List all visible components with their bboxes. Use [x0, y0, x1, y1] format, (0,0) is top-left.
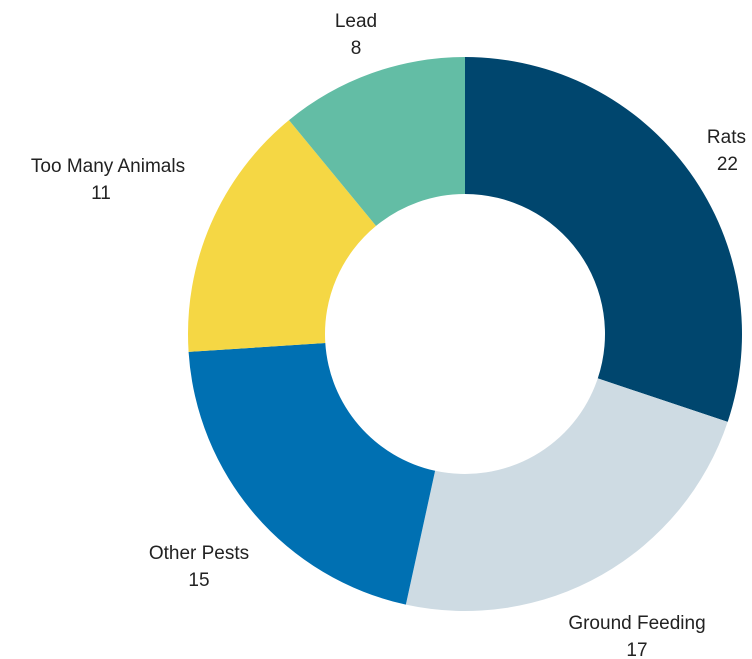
slice-label-other-pests: Other Pests [149, 543, 249, 564]
donut-slice-lead [288, 57, 465, 226]
slice-label-rats: Rats [707, 127, 746, 148]
slice-label-group-rats: Rats 22 [707, 127, 746, 175]
slice-label-group-other-pests: Other Pests 15 [149, 543, 249, 591]
donut-slice-too-many-animals [188, 120, 377, 352]
slice-value-ground-feeding: 17 [626, 640, 647, 659]
slice-value-too-many-animals: 11 [91, 183, 111, 204]
slice-value-lead: 8 [351, 38, 362, 59]
donut-slice-rats [465, 57, 742, 422]
slice-label-ground-feeding: Ground Feeding [568, 613, 705, 634]
slice-label-too-many-animals: Too Many Animals [31, 156, 185, 177]
slice-value-rats: 22 [717, 154, 738, 175]
donut-slice-ground-feeding [405, 378, 728, 611]
donut-slice-other-pests [188, 343, 436, 605]
slice-label-group-ground-feeding: Ground Feeding 17 [568, 613, 705, 659]
donut-slices [188, 57, 742, 611]
slice-value-other-pests: 15 [188, 570, 209, 591]
slice-label-group-too-many-animals: Too Many Animals 11 [31, 156, 185, 204]
slice-label-group-lead: Lead 8 [335, 11, 377, 59]
slice-label-lead: Lead [335, 11, 377, 32]
